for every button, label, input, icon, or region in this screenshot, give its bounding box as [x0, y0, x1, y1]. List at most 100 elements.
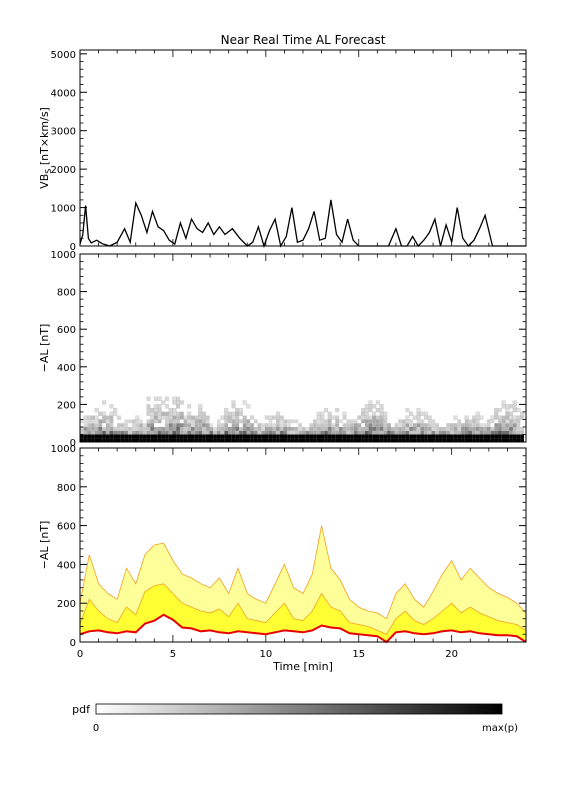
heatmap-cell	[453, 415, 458, 420]
heatmap-cell	[313, 430, 317, 435]
heatmap-cell	[361, 408, 366, 413]
heatmap-cell	[472, 419, 476, 424]
vbs-label-units: [nT×km/s]	[38, 107, 51, 169]
heatmap-cell	[346, 427, 351, 431]
al-pdf-y-tick-label: 0	[70, 438, 76, 449]
heatmap-cell	[339, 427, 343, 431]
al-fc-y-tick-label: 1000	[51, 444, 76, 455]
heatmap-cell	[516, 430, 521, 435]
heatmap-cell	[409, 419, 413, 424]
heatmap-cell	[468, 430, 473, 435]
heatmap-cell	[457, 430, 462, 435]
heatmap-cell	[220, 438, 225, 442]
heatmap-cell	[113, 438, 117, 442]
heatmap-cell	[131, 438, 136, 442]
heatmap-cell	[220, 415, 225, 420]
heatmap-cell	[305, 434, 310, 439]
heatmap-cell	[350, 423, 354, 427]
heatmap-cell	[313, 423, 317, 427]
heatmap-cell	[364, 430, 369, 435]
heatmap-cell	[431, 430, 436, 435]
heatmap-cell	[275, 411, 280, 416]
heatmap-cell	[265, 430, 269, 435]
heatmap-cell	[168, 423, 173, 427]
heatmap-cell	[435, 427, 439, 431]
al-fc-y-tick-label: 800	[57, 483, 76, 494]
heatmap-cell	[379, 434, 384, 439]
heatmap-cell	[413, 434, 417, 439]
heatmap-cell	[161, 411, 166, 416]
heatmap-cell	[464, 430, 469, 435]
heatmap-cell	[379, 408, 384, 413]
heatmap-cell	[361, 438, 365, 442]
heatmap-cell	[117, 430, 121, 435]
heatmap-cell	[505, 419, 510, 424]
heatmap-cell	[198, 415, 203, 420]
heatmap-cell	[320, 434, 325, 439]
colorbar-min-label: 0	[93, 723, 99, 734]
heatmap-cell	[290, 438, 295, 442]
heatmap-cell	[202, 438, 206, 442]
heatmap-cell	[501, 419, 506, 424]
heatmap-cell	[327, 438, 332, 442]
heatmap-cell	[150, 408, 155, 413]
heatmap-cell	[453, 427, 458, 431]
heatmap-cell	[479, 415, 484, 420]
heatmap-cell	[161, 415, 166, 420]
heatmap-cell	[494, 427, 499, 431]
panel-al-forecast: 0 200 400 600 800 1000 0 5 10 15 20 −AL [nT] Time…	[38, 444, 527, 673]
heatmap-cell	[512, 419, 517, 424]
vbs-series-line	[79, 199, 526, 249]
heatmap-cell	[94, 427, 99, 431]
heatmap-cell	[461, 423, 465, 427]
heatmap-cell	[368, 423, 373, 427]
heatmap-cell	[128, 419, 132, 424]
heatmap-cell	[131, 419, 136, 424]
heatmap-cell	[461, 430, 465, 435]
heatmap-cell	[238, 408, 243, 413]
heatmap-cell	[383, 419, 388, 424]
heatmap-cell	[379, 427, 384, 431]
heatmap-cell	[412, 415, 417, 420]
heatmap-cell	[294, 430, 299, 435]
heatmap-cell	[146, 419, 151, 424]
heatmap-cell	[194, 427, 199, 431]
heatmap-cell	[387, 438, 391, 442]
heatmap-cell	[309, 427, 314, 431]
heatmap-cell	[394, 423, 399, 427]
heatmap-cell	[80, 434, 84, 439]
heatmap-cell	[124, 427, 129, 431]
heatmap-cell	[142, 434, 147, 439]
heatmap-cell	[98, 419, 103, 424]
heatmap-cell	[161, 430, 166, 435]
heatmap-cell	[420, 411, 425, 416]
heatmap-cell	[109, 415, 114, 420]
heatmap-cell	[401, 438, 406, 442]
heatmap-cell	[268, 423, 273, 427]
heatmap-cell	[435, 434, 439, 439]
heatmap-cell	[494, 415, 499, 420]
heatmap-cell	[187, 404, 192, 409]
heatmap-cell	[109, 419, 114, 424]
heatmap-cell	[405, 408, 410, 413]
heatmap-cell	[146, 408, 151, 413]
heatmap-cell	[376, 427, 380, 431]
heatmap-cell	[316, 411, 321, 416]
heatmap-cell	[475, 411, 480, 416]
heatmap-cell	[176, 411, 181, 416]
heatmap-cell	[235, 419, 240, 424]
heatmap-cell	[405, 419, 410, 424]
heatmap-cell	[431, 423, 436, 427]
heatmap-cell	[153, 396, 158, 401]
heatmap-cell	[283, 438, 288, 442]
heatmap-cell	[342, 427, 347, 431]
heatmap-cell	[183, 430, 188, 435]
heatmap-cell	[146, 427, 151, 431]
heatmap-cell	[416, 434, 421, 439]
heatmap-cell	[520, 427, 524, 431]
heatmap-cell	[80, 430, 84, 435]
heatmap-cell	[475, 419, 480, 424]
heatmap-cell	[268, 427, 273, 431]
heatmap-cell	[479, 423, 484, 427]
heatmap-cell	[483, 430, 487, 435]
